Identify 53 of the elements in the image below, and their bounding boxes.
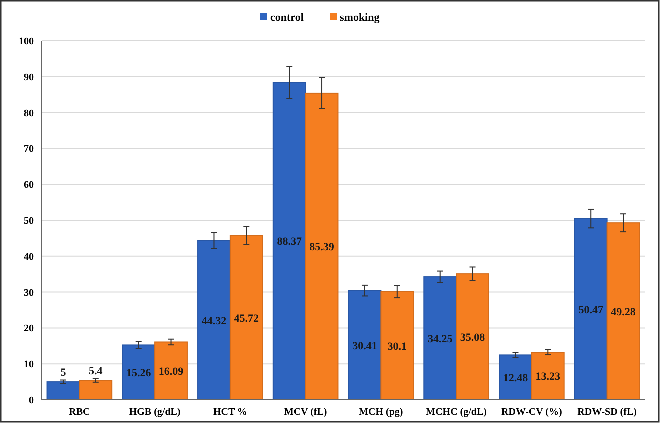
y-tick-label: 70: [24, 144, 34, 156]
bar: [154, 342, 188, 400]
bar: [46, 382, 80, 400]
bar: [574, 218, 608, 400]
data-label: 35.08: [460, 332, 486, 344]
data-label: 12.48: [503, 372, 529, 384]
data-label: 34.25: [428, 333, 454, 346]
data-label: 44.32: [202, 315, 228, 328]
legend-label: smoking: [340, 12, 380, 24]
x-tick-label: HCT %: [213, 407, 248, 418]
bar: [348, 290, 382, 400]
bar: [272, 82, 306, 400]
data-label: 15.26: [126, 367, 152, 380]
legend-label: control: [270, 12, 304, 24]
data-label: 30.41: [352, 340, 378, 352]
bar: [499, 354, 532, 400]
bar: [606, 222, 640, 400]
bar: [79, 380, 113, 400]
y-tick-label: 60: [24, 180, 34, 192]
bar: [380, 291, 414, 400]
bar: [424, 276, 458, 400]
y-tick-label: 40: [24, 252, 34, 263]
x-tick-label: MCV (fL): [284, 407, 328, 418]
x-tick-label: MCH (pg): [359, 407, 404, 418]
data-label: 49.28: [611, 306, 636, 318]
x-tick-label: RBC: [69, 407, 90, 418]
y-tick-label: 90: [24, 72, 34, 84]
data-label: 5: [60, 367, 67, 380]
y-tick-label: 100: [19, 36, 34, 48]
bar: [122, 344, 156, 400]
x-tick-label: HGB (g/dL): [129, 407, 181, 418]
bar: [230, 235, 264, 400]
data-label: 45.72: [234, 312, 260, 325]
x-tick-label: RDW-SD (fL): [578, 407, 637, 418]
bar: [198, 240, 231, 400]
y-tick-label: 20: [24, 324, 34, 335]
data-label: 5.4: [89, 366, 104, 378]
y-tick-label: 0: [29, 396, 34, 406]
y-tick-label: 50: [24, 216, 34, 227]
x-tick-label: RDW-CV (%): [502, 407, 562, 418]
bar: [456, 274, 490, 400]
data-label: 30.1: [388, 340, 408, 353]
data-label: 88.37: [277, 236, 302, 248]
bar: [531, 352, 565, 400]
y-tick-label: 10: [24, 360, 34, 371]
x-tick-label: MCHC (g/dL): [426, 407, 487, 418]
data-label: 85.39: [310, 242, 335, 254]
data-label: 16.09: [158, 366, 184, 378]
bar: [305, 92, 339, 400]
data-label: 13.23: [536, 371, 562, 384]
y-tick-label: 80: [24, 108, 34, 120]
data-label: 50.47: [578, 304, 604, 316]
y-tick-label: 30: [24, 288, 34, 299]
